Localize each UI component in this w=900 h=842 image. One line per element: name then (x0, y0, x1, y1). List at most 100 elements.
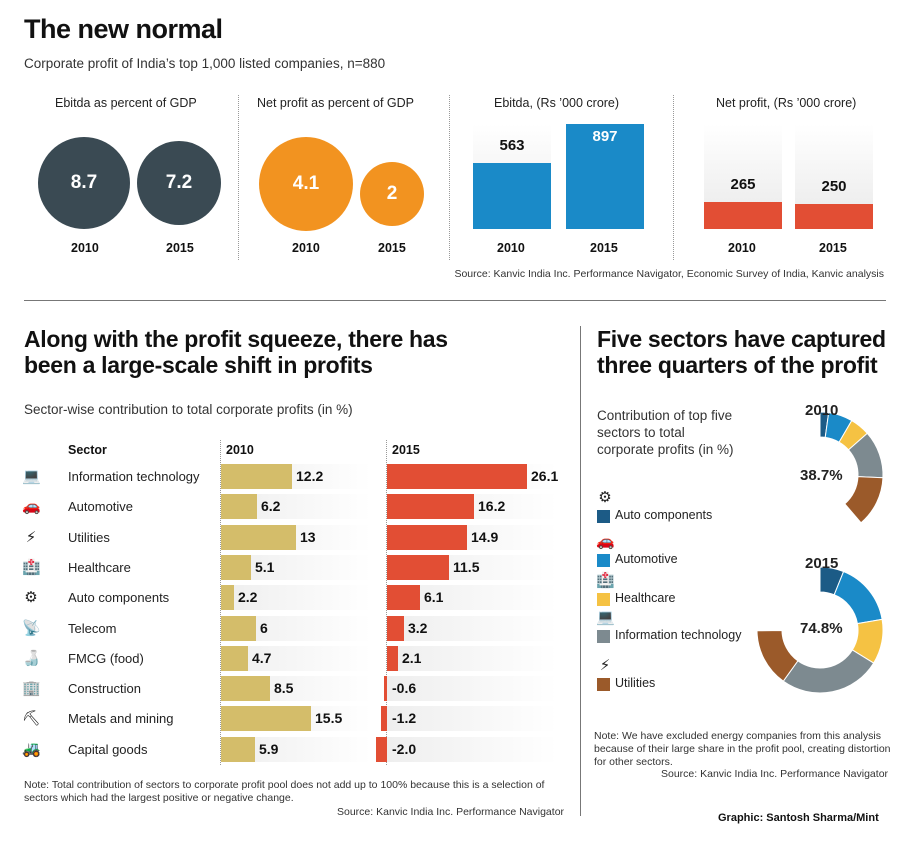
bar-2010 (221, 615, 256, 641)
bar-value-2015: 6.1 (424, 589, 444, 606)
column-header-2015: 2015 (392, 443, 420, 457)
legend-label: Auto components (615, 508, 713, 522)
column-header-sector: Sector (68, 443, 107, 457)
donut-year-2010: 2010 (805, 402, 839, 419)
section-divider-vertical (580, 326, 581, 816)
column-header-2010: 2010 (226, 443, 254, 457)
bar-2015 (387, 615, 404, 641)
legend-swatch (597, 593, 610, 606)
year-label: 2010 (728, 241, 756, 255)
bar-2010 (221, 706, 311, 732)
bar-2015 (387, 524, 467, 550)
sector-label: Healthcare (68, 559, 131, 575)
net-profit-bar-title: Net profit, (Rs ’000 crore) (716, 96, 857, 110)
bar-ebitda-2015 (566, 124, 644, 229)
donut-slice-information-technology (782, 649, 875, 694)
legend-label: Information technology (615, 628, 742, 642)
donut-total-2010: 38.7% (800, 467, 843, 484)
bar-2015 (387, 554, 449, 580)
section-divider (24, 300, 886, 301)
sector-label: Auto components (68, 590, 170, 606)
wheel-icon: ⚙ (24, 588, 38, 607)
bar-2010 (221, 464, 292, 489)
sector-chart-subtitle: Sector-wise contribution to total corpor… (24, 402, 353, 417)
bubble-value: 2 (386, 183, 398, 204)
bar-ebitda-2010 (473, 163, 551, 229)
bubble-value: 4.1 (292, 173, 320, 194)
bar-value-2015: 26.1 (531, 468, 559, 484)
bar-2015 (376, 736, 387, 762)
miner-icon: ⛏ (22, 709, 42, 728)
legend-swatch (597, 510, 610, 523)
bar-2010 (221, 554, 251, 580)
donut-2015 (756, 566, 884, 694)
donut-slice-automotive (833, 570, 883, 625)
bar-track (387, 676, 557, 702)
car-icon: 🚗 (22, 497, 41, 516)
bar-value-2015: -1.2 (392, 710, 417, 727)
bubble-value: 8.7 (70, 172, 98, 193)
donut-charts (756, 411, 884, 694)
laptop-icon: 💻 (22, 467, 41, 485)
antenna-icon: 📡 (22, 618, 41, 637)
bar-2015 (387, 494, 474, 520)
bubble-net-2015: 2 (360, 162, 424, 226)
bar-track (387, 706, 557, 732)
building-icon: 🏢 (22, 679, 41, 698)
pylon-icon: ⚡ (25, 527, 37, 546)
laptop-icon: 💻 (596, 608, 615, 626)
sector-label: Metals and mining (68, 711, 174, 727)
bar-value-2015: 3.2 (408, 619, 428, 636)
sector-label: Construction (68, 681, 141, 697)
donut-source: Source: Kanvic India Inc. Performance Na… (661, 768, 889, 780)
sector-label: Information technology (68, 469, 200, 484)
bar-value-2010: 13 (300, 528, 316, 545)
bar-2010 (221, 524, 296, 550)
bar-value-2015: 14.9 (471, 528, 499, 545)
donut-title: Five sectors have captured three quarter… (597, 326, 886, 378)
bar-value: 265 (730, 176, 756, 193)
ebitda-bar-title: Ebitda, (Rs ’000 crore) (494, 96, 620, 110)
legend-label: Utilities (615, 676, 656, 690)
bar-value-2010: 5.1 (255, 558, 275, 575)
bar-2010 (221, 585, 234, 611)
bar-value-2010: 5.9 (259, 740, 279, 757)
bar-value-2010: 2.2 (238, 589, 258, 606)
page-subtitle: Corporate profit of India’s top 1,000 li… (24, 56, 386, 71)
bar-value: 250 (821, 178, 847, 195)
bar-net-2015 (795, 204, 873, 229)
bar-value-2015: 2.1 (402, 649, 422, 666)
bar-value-2010: 15.5 (315, 710, 343, 727)
bar-value: 897 (592, 128, 618, 145)
net-profit-gdp-title: Net profit as percent of GDP (257, 96, 415, 110)
bar-2015 (387, 645, 398, 671)
donut-subtitle: Contribution of top five sectors to tota… (597, 408, 734, 457)
axis-2010 (220, 440, 221, 765)
bar-value-2015: 11.5 (453, 558, 480, 575)
bar-value-2015: 16.2 (478, 498, 506, 515)
sector-label: Telecom (68, 620, 117, 636)
bubble-net-2010: 4.1 (259, 137, 353, 231)
legend-label: Automotive (615, 552, 678, 566)
hospital-icon: 🏥 (596, 571, 615, 589)
bottles-icon: 🍶 (22, 648, 41, 667)
wheel-icon: ⚙ (598, 488, 612, 506)
year-label: 2010 (71, 241, 99, 255)
sector-chart-title: Along with the profit squeeze, there has… (24, 326, 448, 378)
bar-value-2015: -2.0 (392, 740, 417, 757)
donut-note: Note: We have excluded energy companies … (594, 730, 891, 768)
bubble-ebitda-2010: 8.7 (38, 137, 130, 229)
bar-track (387, 736, 557, 762)
bar-value-2010: 8.5 (274, 680, 294, 697)
car-icon: 🚗 (596, 532, 615, 550)
legend-swatch (597, 630, 610, 643)
bar-value-2010: 6 (260, 619, 268, 636)
sector-label: Capital goods (68, 741, 148, 757)
bar-2015 (387, 464, 527, 489)
bar-2015 (381, 706, 387, 732)
divider (673, 95, 674, 260)
donut-year-2015: 2015 (805, 555, 839, 572)
divider (238, 95, 239, 260)
bar-track (387, 645, 557, 671)
year-label: 2015 (166, 241, 194, 255)
